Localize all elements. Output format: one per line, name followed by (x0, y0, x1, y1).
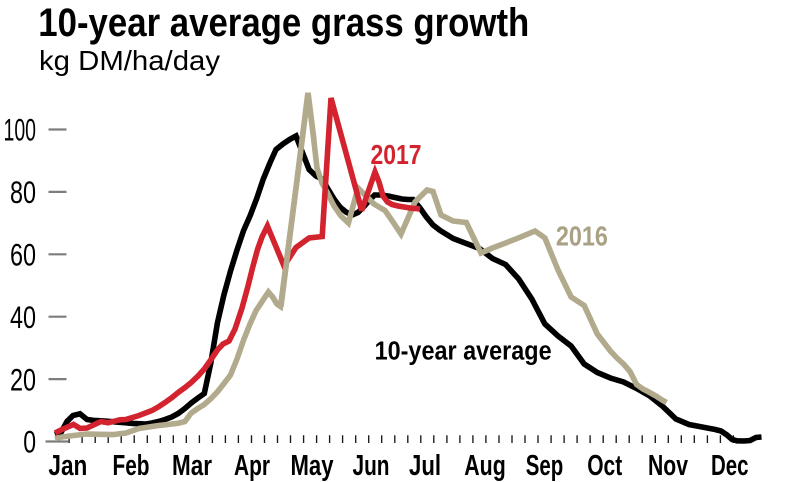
svg-text:May: May (291, 450, 334, 482)
svg-text:Apr: Apr (234, 450, 270, 482)
svg-text:20: 20 (10, 362, 36, 397)
svg-text:2016: 2016 (556, 220, 608, 251)
svg-text:2017: 2017 (371, 139, 422, 170)
svg-text:40: 40 (10, 300, 36, 335)
svg-text:Jul: Jul (409, 450, 441, 482)
svg-text:0: 0 (23, 425, 36, 460)
svg-text:Oct: Oct (587, 450, 622, 482)
svg-text:Feb: Feb (113, 450, 150, 482)
svg-text:kg DM/ha/day: kg DM/ha/day (39, 45, 220, 76)
svg-text:80: 80 (10, 175, 36, 210)
svg-text:Aug: Aug (464, 450, 506, 482)
svg-text:Mar: Mar (172, 450, 212, 482)
svg-text:Nov: Nov (648, 450, 688, 482)
svg-text:Jan: Jan (48, 450, 87, 482)
svg-text:100: 100 (4, 113, 37, 148)
svg-text:10-year average: 10-year average (375, 335, 552, 365)
svg-text:10-year average grass growth: 10-year average grass growth (38, 1, 529, 45)
svg-text:Dec: Dec (711, 450, 749, 482)
svg-text:Sep: Sep (526, 450, 564, 482)
svg-text:60: 60 (10, 238, 36, 273)
svg-text:Jun: Jun (353, 450, 390, 482)
